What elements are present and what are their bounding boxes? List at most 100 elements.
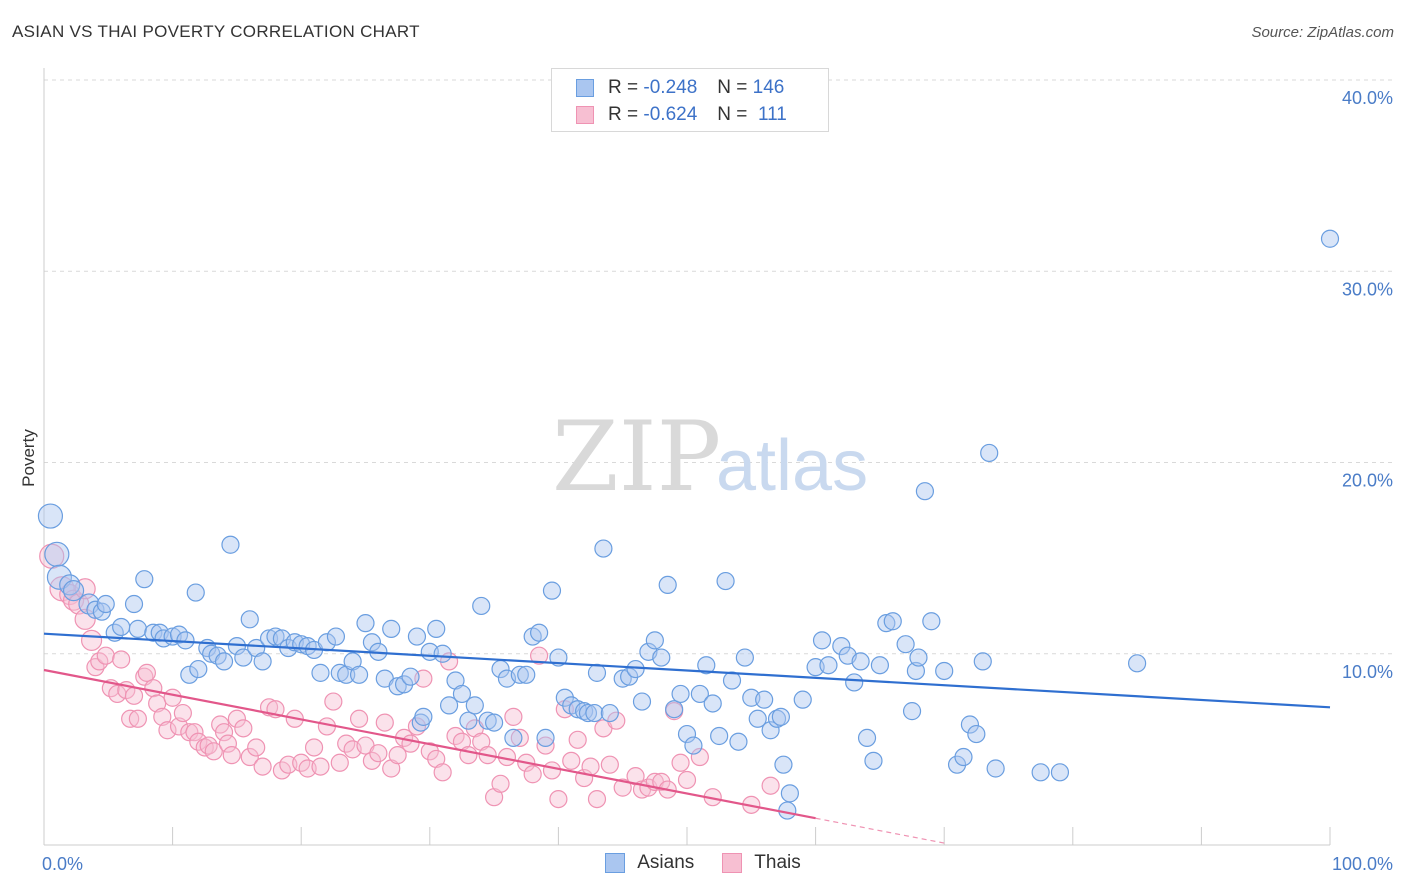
thai-point-28 <box>185 723 204 742</box>
y-tick-label-30: 30.0% <box>1342 279 1393 299</box>
asian-point-6 <box>86 600 105 619</box>
asian-point-48 <box>356 614 375 633</box>
thai-point-105 <box>671 753 690 772</box>
asian-point-115 <box>774 755 793 774</box>
asian-point-127 <box>864 751 883 770</box>
thai-point-16 <box>124 686 144 705</box>
asian-point-126 <box>857 728 877 748</box>
asian-r-label: R = <box>608 77 639 98</box>
thai-point-89 <box>562 751 581 770</box>
thai-point-36 <box>222 746 241 765</box>
y-axis-label: Poverty <box>19 429 38 487</box>
asian-point-92 <box>632 692 652 711</box>
thai-trend-line <box>43 668 816 820</box>
asian-point-139 <box>954 747 973 767</box>
asian-swatch <box>576 79 594 97</box>
asian-point-66 <box>465 696 484 715</box>
asians-legend-swatch <box>605 853 626 873</box>
thai-point-106 <box>677 770 697 790</box>
thai-point-26 <box>173 703 192 723</box>
asian-point-111 <box>755 690 774 709</box>
asian-point-56 <box>407 627 427 646</box>
asian-point-8 <box>96 594 115 614</box>
asian-point-142 <box>973 652 992 671</box>
thai-point-97 <box>613 778 632 797</box>
asian-point-12 <box>128 619 147 638</box>
asian-point-98 <box>671 684 690 704</box>
asian-point-125 <box>851 652 870 671</box>
trend-lines <box>43 632 1331 844</box>
thai-point-34 <box>214 723 234 742</box>
asian-point-137 <box>935 661 954 681</box>
asian-point-145 <box>1031 763 1050 782</box>
asian-point-105 <box>716 571 735 591</box>
asian-point-55 <box>401 667 420 686</box>
asian-point-61 <box>433 644 452 663</box>
asian-point-14 <box>144 623 163 642</box>
thai-point-23 <box>158 721 177 740</box>
asian-point-131 <box>896 635 915 654</box>
thai-point-24 <box>163 688 182 707</box>
asian-point-20 <box>180 665 199 684</box>
y-tick-label-20: 20.0% <box>1342 471 1393 491</box>
asian-point-72 <box>504 728 523 748</box>
y-tick-label-40: 40.0% <box>1342 88 1393 108</box>
asian-point-84 <box>578 703 598 723</box>
asian-point-44 <box>330 663 349 682</box>
thai-point-38 <box>234 719 253 738</box>
thai-point-10 <box>96 646 115 665</box>
thai-trend-extension <box>815 817 945 844</box>
asian-point-29 <box>234 648 253 667</box>
asian-point-128 <box>870 656 890 675</box>
asian-point-101 <box>690 684 709 704</box>
asian-point-27 <box>221 535 240 554</box>
watermark: ZIP atlas <box>552 401 868 513</box>
thai-point-20 <box>144 679 163 698</box>
thai-r-value: -0.624 <box>643 104 698 125</box>
asian-point-34 <box>266 627 285 646</box>
asian-point-43 <box>326 627 346 646</box>
asian-point-41 <box>311 663 330 682</box>
thai-point-17 <box>128 709 147 728</box>
asian-point-30 <box>240 610 259 629</box>
asian-point-53 <box>388 677 407 696</box>
asian-point-11 <box>124 594 144 614</box>
asian-point-116 <box>780 784 799 803</box>
tick-labels: 10.0% 20.0% 30.0% 40.0% 0.0% 100.0% <box>42 88 1393 874</box>
legend-item-thais[interactable]: Thais <box>722 852 801 874</box>
asian-point-112 <box>761 721 780 740</box>
chart-title: ASIAN VS THAI POVERTY CORRELATION CHART <box>12 22 420 41</box>
asian-point-10 <box>112 617 131 637</box>
asian-point-106 <box>722 671 742 690</box>
source-label: Source: ZipAtlas.com <box>1251 24 1394 41</box>
asian-point-0 <box>37 503 64 529</box>
thai-point-85 <box>536 736 555 755</box>
asian-point-67 <box>472 596 491 616</box>
asian-r-value: -0.248 <box>643 77 698 98</box>
asian-trend-line <box>43 632 1331 709</box>
thai-r-label: R = <box>608 104 639 125</box>
asian-point-91 <box>626 659 645 679</box>
asian-point-133 <box>906 661 926 681</box>
asian-point-78 <box>542 581 562 600</box>
thai-point-39 <box>240 747 259 767</box>
thai-point-37 <box>227 709 246 728</box>
legend-item-asians[interactable]: Asians <box>605 852 694 874</box>
thai-point-93 <box>587 789 607 809</box>
asian-point-140 <box>960 715 980 734</box>
thai-point-40 <box>247 738 266 757</box>
asian-point-62 <box>439 696 459 715</box>
asian-point-102 <box>697 656 716 675</box>
asian-point-147 <box>1127 654 1147 673</box>
thai-point-60 <box>375 713 394 732</box>
grid-lines <box>44 79 1392 655</box>
asian-point-97 <box>665 700 684 719</box>
asian-point-32 <box>253 652 272 671</box>
asian-point-100 <box>684 736 703 755</box>
asian-point-1 <box>44 541 70 567</box>
thai-point-19 <box>137 663 156 682</box>
asian-point-22 <box>189 659 208 679</box>
thai-point-35 <box>218 734 237 753</box>
thai-point-83 <box>523 765 542 784</box>
asian-point-69 <box>485 713 504 732</box>
